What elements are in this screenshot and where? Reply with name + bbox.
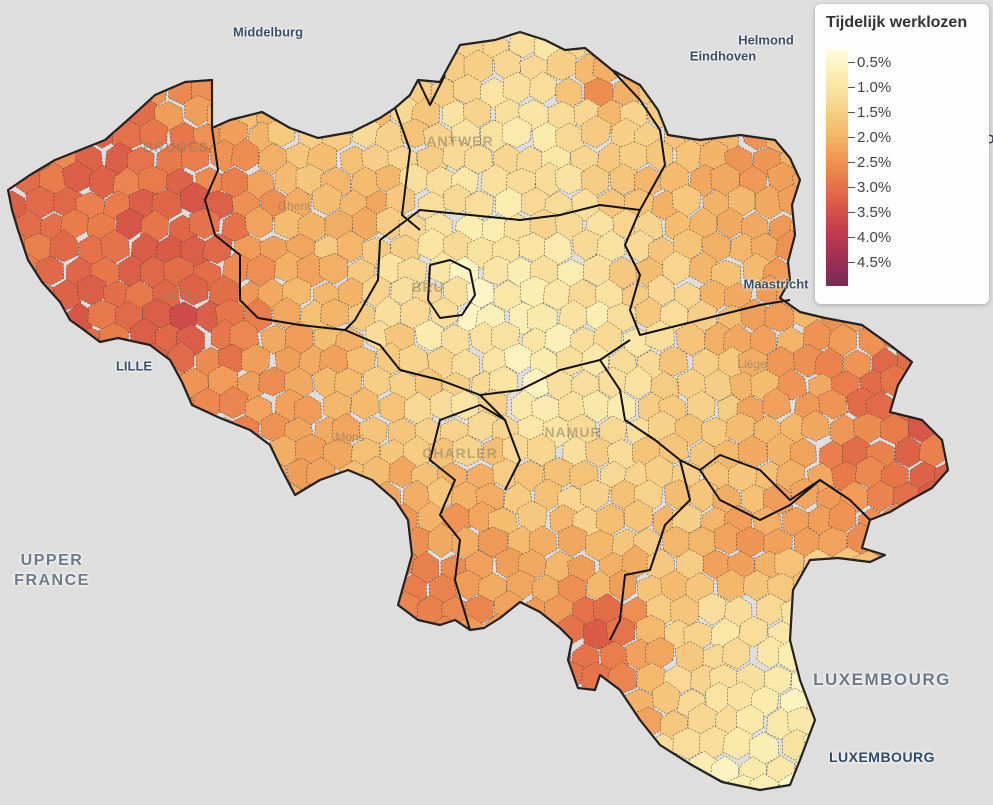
legend-tick-mark xyxy=(848,236,855,238)
municipality-area[interactable] xyxy=(242,435,271,468)
municipality-area[interactable] xyxy=(375,570,404,602)
legend-tick: 3.5% xyxy=(848,203,892,221)
municipality-area[interactable] xyxy=(543,635,572,670)
municipality-area[interactable] xyxy=(372,480,402,515)
legend-color-bar xyxy=(826,50,848,286)
municipality-area[interactable] xyxy=(638,77,669,108)
legend-tick-label: 1.0% xyxy=(857,78,892,96)
municipality-area[interactable] xyxy=(646,94,675,129)
legend-tick-mark xyxy=(848,161,855,163)
legend-tick-label: 3.0% xyxy=(857,178,892,196)
municipality-area[interactable] xyxy=(554,659,584,693)
legend-tick-label: 4.5% xyxy=(857,253,892,271)
municipality-area[interactable] xyxy=(633,706,663,738)
legend-tick-label: 0.5% xyxy=(857,53,892,71)
legend-title: Tijdelijk werklozen xyxy=(826,14,968,31)
legend-tick-label: 2.0% xyxy=(857,128,892,146)
legend-tick-label: 1.5% xyxy=(857,103,892,121)
legend-tick: 1.0% xyxy=(848,78,892,96)
legend-tick: 2.0% xyxy=(848,128,892,146)
legend-tick: 2.5% xyxy=(848,153,892,171)
legend-tick: 4.5% xyxy=(848,253,892,271)
municipality-area[interactable] xyxy=(892,482,922,513)
municipality-area[interactable] xyxy=(789,615,818,647)
legend-tick-mark xyxy=(848,186,855,188)
municipality-area[interactable] xyxy=(883,321,913,352)
legend-tick-label: 3.5% xyxy=(857,203,892,221)
legend-tick: 1.5% xyxy=(848,103,892,121)
municipality-area[interactable] xyxy=(25,281,55,315)
legend-tick: 4.0% xyxy=(848,228,892,246)
legend-tick-mark xyxy=(848,211,855,213)
municipality-area[interactable] xyxy=(88,117,117,149)
legend: Tijdelijk werklozen 0.5% 1.0% 1.5% 2.0% 2.5%… xyxy=(815,4,989,304)
legend-tick-mark xyxy=(848,136,855,138)
legend-tick-label: 2.5% xyxy=(857,153,892,171)
municipality-area[interactable] xyxy=(557,525,588,557)
legend-tick-mark xyxy=(848,111,855,113)
municipality-area[interactable] xyxy=(611,76,643,107)
municipality-area[interactable] xyxy=(933,461,964,493)
legend-tick-mark xyxy=(848,261,855,263)
legend-tick-mark xyxy=(848,86,855,88)
legend-tick: 0.5% xyxy=(848,53,892,71)
legend-tick-label: 4.0% xyxy=(857,228,892,246)
legend-tick-mark xyxy=(848,61,855,63)
municipality-area[interactable] xyxy=(789,214,818,247)
legend-tick: 3.0% xyxy=(848,178,892,196)
